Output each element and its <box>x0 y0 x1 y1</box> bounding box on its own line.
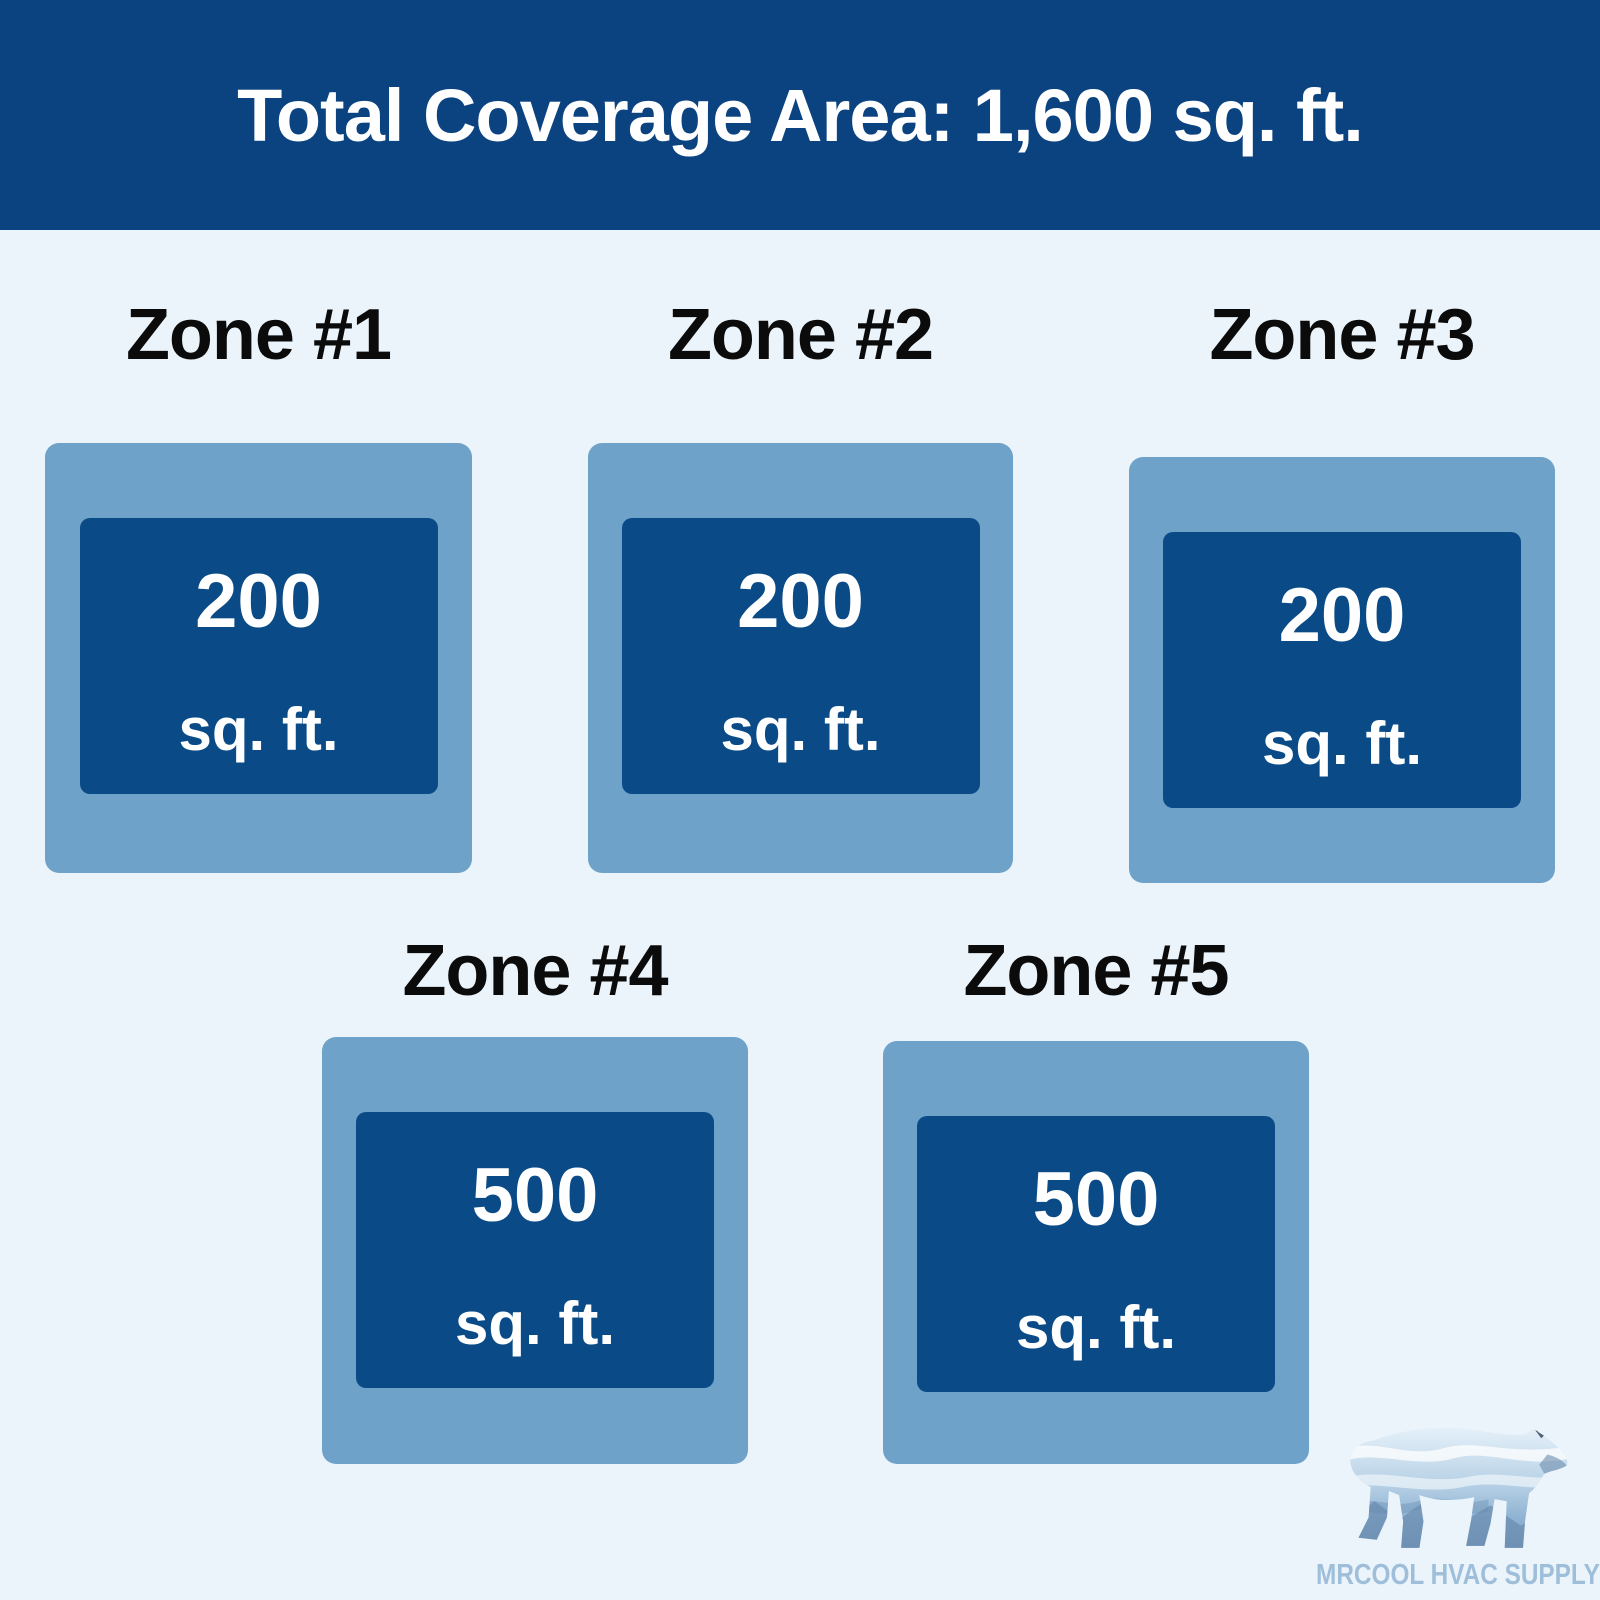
zone-title: Zone #2 <box>667 295 934 375</box>
zone-title: Zone #5 <box>963 931 1229 1011</box>
zone-area-unit: sq. ft. <box>1016 1294 1176 1361</box>
zone-title: Zone #1 <box>125 295 392 375</box>
zone-coverage-inner-box: 500 sq. ft. <box>356 1112 714 1388</box>
zone-coverage-outer-box: 200 sq. ft. <box>1129 457 1555 883</box>
zone-area-value: 200 <box>737 559 864 644</box>
zone-coverage-outer-box: 200 sq. ft. <box>45 443 472 873</box>
zone-title: Zone #3 <box>1209 295 1475 375</box>
zone-area-value: 500 <box>1032 1157 1160 1242</box>
zone-block-3: Zone #3 200 sq. ft. <box>1129 297 1555 883</box>
zone-area-unit: sq. ft. <box>1262 710 1422 777</box>
polar-bear-icon <box>1350 1427 1568 1548</box>
zone-area-value: 200 <box>195 559 322 644</box>
brand-logo: MRCOOL HVAC SUPPLY <box>1316 1424 1600 1596</box>
zone-coverage-inner-box: 200 sq. ft. <box>621 518 980 794</box>
zone-coverage-inner-box: 500 sq. ft. <box>917 1116 1275 1392</box>
zone-coverage-inner-box: 200 sq. ft. <box>1163 532 1521 808</box>
zone-coverage-outer-box: 200 sq. ft. <box>588 443 1013 873</box>
zone-title: Zone #4 <box>402 931 668 1011</box>
zone-area-unit: sq. ft. <box>455 1290 615 1357</box>
zone-block-2: Zone #2 200 sq. ft. <box>588 297 1013 873</box>
zone-area-value: 200 <box>1278 573 1406 658</box>
zone-block-4: Zone #4 500 sq. ft. <box>322 933 748 1464</box>
zone-area-unit: sq. ft. <box>720 696 881 763</box>
zone-coverage-outer-box: 500 sq. ft. <box>883 1041 1309 1464</box>
zone-coverage-inner-box: 200 sq. ft. <box>79 518 438 794</box>
zone-block-1: Zone #1 200 sq. ft. <box>45 297 472 873</box>
zone-coverage-outer-box: 500 sq. ft. <box>322 1037 748 1464</box>
header-banner: Total Coverage Area: 1,600 sq. ft. <box>0 0 1600 230</box>
brand-logo-text: MRCOOL HVAC SUPPLY <box>1316 1559 1600 1591</box>
zone-area-value: 500 <box>471 1153 599 1238</box>
page-title: Total Coverage Area: 1,600 sq. ft. <box>237 73 1364 157</box>
zone-area-unit: sq. ft. <box>178 696 339 763</box>
zone-block-5: Zone #5 500 sq. ft. <box>883 933 1309 1464</box>
